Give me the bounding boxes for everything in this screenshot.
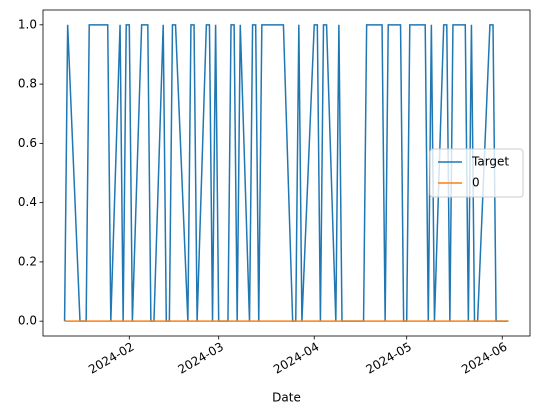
y-tick-label: 1.0 [18,17,37,31]
y-tick-label: 0.0 [18,314,37,328]
x-tick-label: 2024-04 [271,340,321,377]
y-tick-label: 0.6 [18,136,37,150]
legend-label: Target [471,155,509,169]
x-tick-label: 2024-05 [364,340,414,377]
legend-label: 0 [472,176,480,190]
x-tick-label: 2024-06 [459,340,509,377]
x-axis-label: Date [272,391,301,405]
y-tick-label: 0.8 [18,77,37,91]
y-tick-label: 0.2 [18,254,37,268]
x-tick-label: 2024-03 [176,340,226,377]
legend-box [429,148,524,198]
series-line [63,24,509,322]
x-tick-label: 2024-02 [86,340,136,377]
y-tick-label: 0.4 [18,195,37,209]
plot-frame [42,9,531,337]
